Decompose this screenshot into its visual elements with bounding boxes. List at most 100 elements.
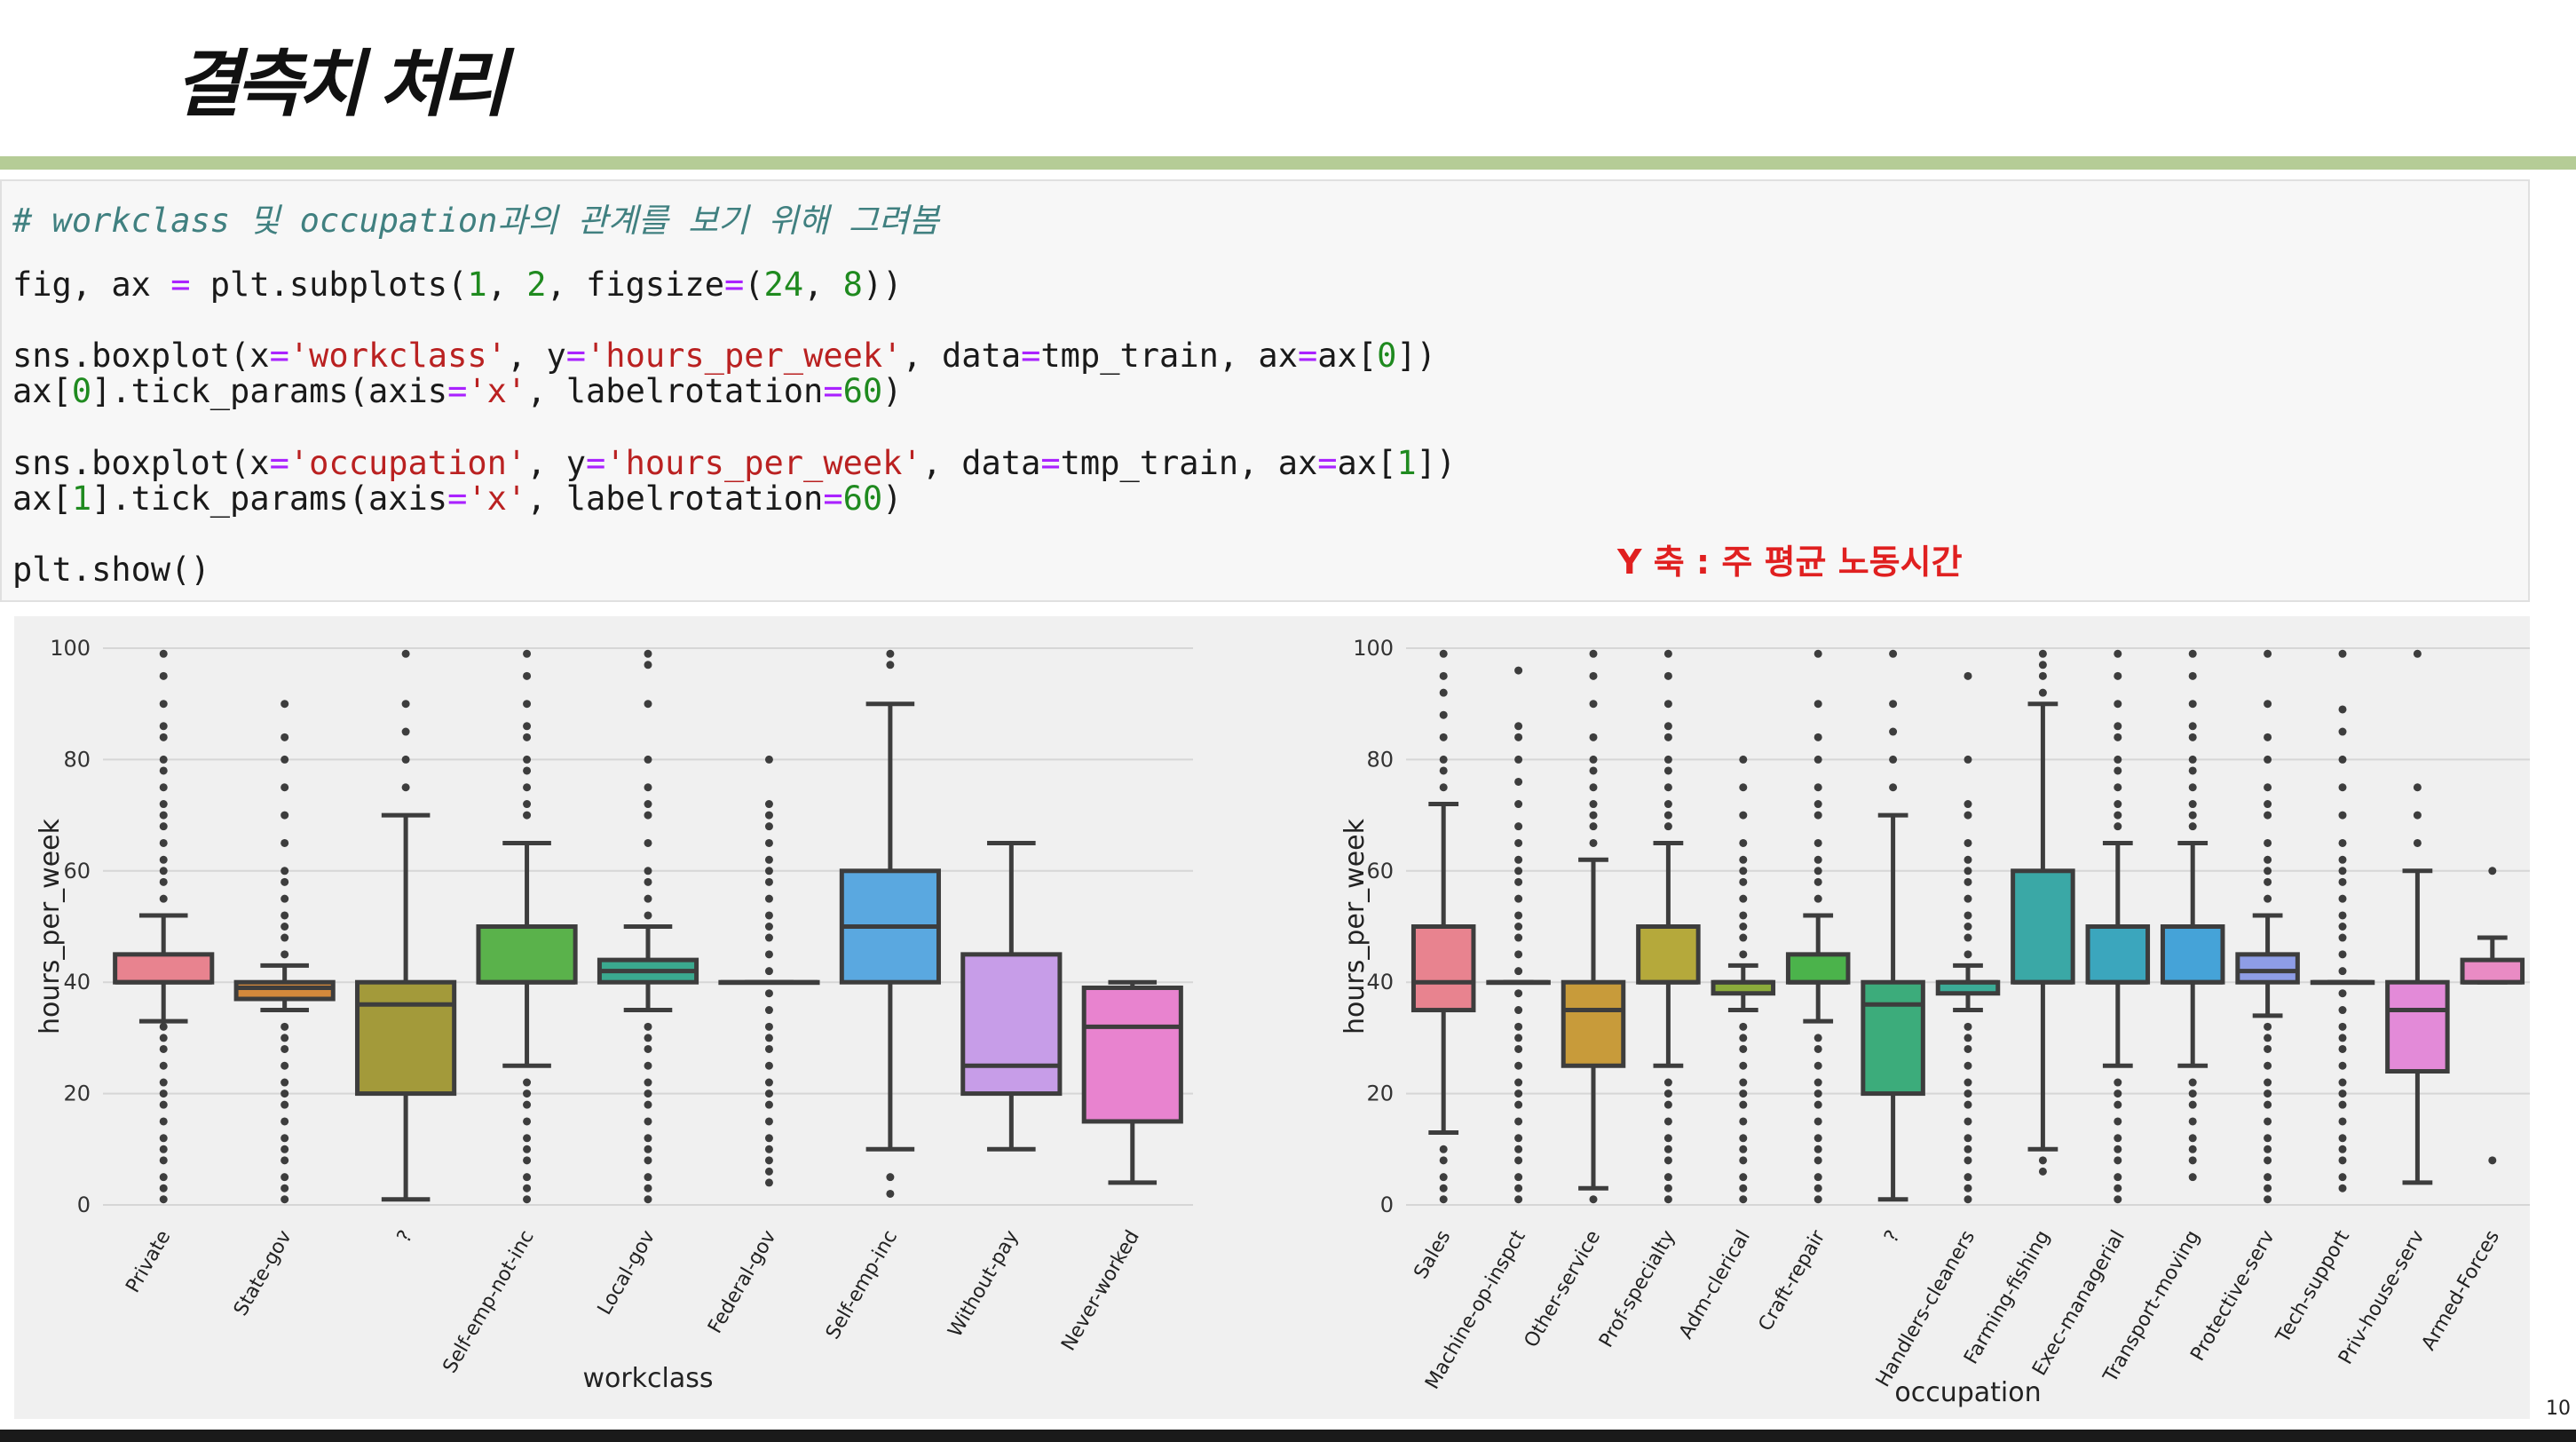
outlier-point [2338,967,2347,976]
boxplot-figure: 0 20 40 60 80 100 hours_per_week workclass Priva… [35,636,2530,1408]
outlier-point [1964,1022,1972,1031]
outlier-point [1589,1195,1598,1204]
outlier-point [2264,894,2272,903]
outlier-point [1964,933,1972,942]
outlier-point [2338,933,2347,942]
outlier-point [1514,733,1523,741]
outlier-point [886,649,895,658]
outlier-point [1964,1034,1972,1042]
box-Armed-Forces [2460,957,2525,985]
outlier-point [1589,766,1598,775]
outlier-point [1813,649,1822,658]
outlier-point [523,1117,532,1126]
outlier-point [2488,867,2497,876]
outlier-point [523,783,532,792]
outlier-point [159,855,168,864]
box-Never-worked [1081,985,1183,1124]
box-Other-service [1561,979,1626,1068]
outlier-point [523,1078,532,1087]
outlier-point [2338,727,2347,736]
outlier-point [2338,1184,2347,1192]
outlier-point [764,1061,773,1070]
plot-output: 0 20 40 60 80 100 hours_per_week workclass Priva… [14,616,2530,1419]
y-tick-label: 80 [1366,747,1394,772]
box-State-gov [233,979,336,1002]
outlier-point [281,1195,289,1204]
outlier-point [2264,783,2272,792]
outlier-point [159,766,168,775]
code-cell[interactable]: # workclass 및 occupation과의 관계를 보기 위해 그려봄… [0,179,2530,602]
outlier-point [1813,1173,1822,1182]
outlier-point [281,1173,289,1182]
outlier-point [2188,1100,2197,1109]
outlier-point [2264,1078,2272,1087]
outlier-point [523,1134,532,1143]
outlier-point [1813,1195,1822,1204]
outlier-point [764,923,773,931]
outlier-point [2338,649,2347,658]
outlier-point [2338,911,2347,920]
x-tick-label-Federal-gov: Federal-gov [704,1227,780,1338]
outlier-point [2413,649,2422,658]
outlier-point [1964,1195,1972,1204]
outlier-point [644,894,652,903]
x-tick-label-Handlers-cleaners: Handlers-cleaners [1872,1227,1979,1391]
outlier-point [1964,950,1972,959]
x-tick-label-Self-emp-inc: Self-emp-inc [822,1227,902,1343]
outlier-point [1889,783,1898,792]
code-line-tick-params-0: ax[0].tick_params(axis='x', labelrotatio… [12,372,903,410]
outlier-point [1813,1145,1822,1153]
outlier-point [281,783,289,792]
outlier-point [764,1134,773,1143]
box-Without-pay [960,952,1063,1097]
outlier-point [523,800,532,809]
outlier-point [886,1189,895,1198]
outlier-point [1813,783,1822,792]
outlier-point [281,700,289,709]
outlier-point [1589,755,1598,764]
outlier-point [1964,1156,1972,1165]
outlier-point [1663,1100,1672,1109]
code-line-subplots: fig, ax = plt.subplots(1, 2, figsize=(24… [12,265,903,304]
outlier-point [1813,838,1822,847]
outlier-point [644,1044,652,1053]
x-tick-label-Local-gov: Local-gov [594,1227,660,1319]
code-line-tick-params-1: ax[1].tick_params(axis='x', labelrotatio… [12,479,903,518]
y-tick-label: 80 [63,747,91,772]
outlier-point [2338,1022,2347,1031]
outlier-point [1739,1044,1748,1053]
outlier-point [644,755,652,764]
outlier-point [1514,777,1523,786]
outlier-point [1514,1022,1523,1031]
y-tick-label: 20 [1366,1082,1394,1106]
outlier-point [2338,1117,2347,1126]
outlier-point [1964,755,1972,764]
outlier-point [2114,822,2122,831]
outlier-point [2188,755,2197,764]
outlier-point [2264,1117,2272,1126]
outlier-point [1589,838,1598,847]
outlier-point [764,1178,773,1187]
outlier-point [764,1022,773,1031]
outlier-point [1663,1184,1672,1192]
outlier-point [1739,894,1748,903]
outlier-point [1663,1089,1672,1098]
page-number: 10 [2546,1398,2571,1420]
outlier-point [159,722,168,731]
outlier-point [1813,1078,1822,1087]
box-Prof-specialty [1636,924,1701,985]
outlier-point [1813,1117,1822,1126]
outlier-point [1514,1184,1523,1192]
outlier-point [2264,1044,2272,1053]
outlier-point [1589,822,1598,831]
outlier-point [764,1078,773,1087]
x-axis-label: occupation [1894,1377,2041,1408]
outlier-point [2188,1173,2197,1182]
outlier-point [1663,811,1672,820]
outlier-point [523,722,532,731]
outlier-point [1514,1117,1523,1126]
x-tick-label-Protective-serv: Protective-serv [2186,1227,2279,1366]
outlier-point [644,700,652,709]
outlier-point [764,838,773,847]
outlier-point [281,1061,289,1070]
